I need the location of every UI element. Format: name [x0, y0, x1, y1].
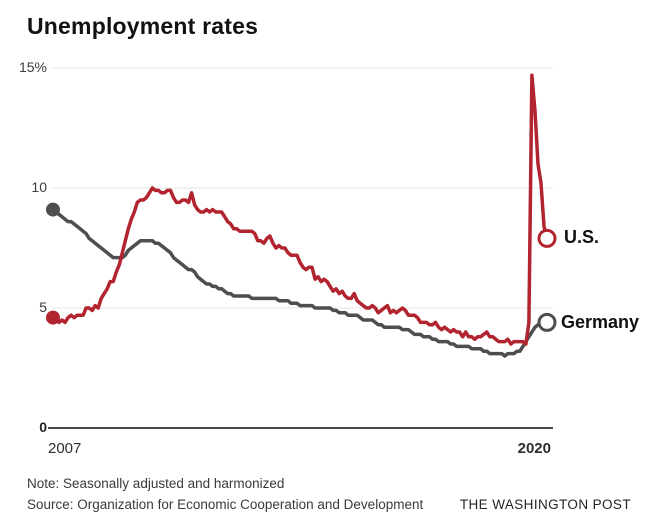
germany-start-dot	[46, 202, 60, 217]
us-line	[51, 73, 549, 346]
y-axis-tick-5: 5	[39, 299, 47, 315]
note-text: Note: Seasonally adjusted and harmonized	[27, 476, 285, 491]
x-axis-tick-2007: 2007	[48, 440, 82, 457]
y-axis-tick-10: 10	[31, 179, 47, 195]
series-label-germany: Germany	[561, 312, 640, 332]
series-label-us: U.S.	[564, 227, 600, 247]
germany-end-marker	[537, 312, 557, 332]
publisher-credit: THE WASHINGTON POST	[459, 497, 631, 512]
us-end-marker	[537, 228, 557, 248]
germany-line	[51, 207, 549, 358]
source-text: Source: Organization for Economic Cooper…	[27, 497, 424, 512]
page-title: Unemployment rates	[27, 13, 259, 39]
y-axis-tick-15: 15%	[18, 59, 47, 75]
y-axis-tick-0: 0	[39, 419, 47, 435]
us-start-dot	[46, 310, 60, 325]
x-axis-tick-2020: 2020	[517, 440, 551, 457]
